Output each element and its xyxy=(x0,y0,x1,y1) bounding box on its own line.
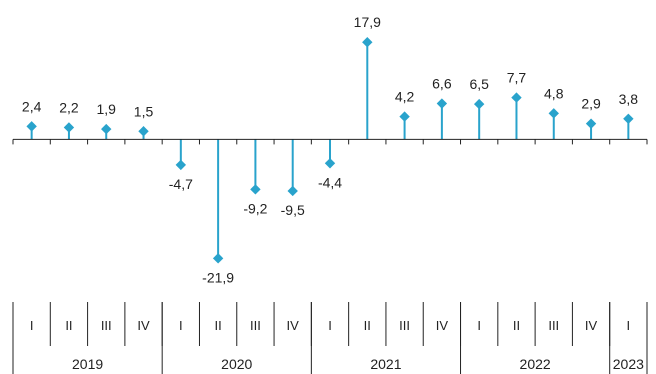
quarter-label-10: II xyxy=(364,318,371,333)
quarter-label-12: IV xyxy=(436,318,449,333)
value-label-14: 7,7 xyxy=(507,70,527,86)
markers-group xyxy=(26,37,634,264)
value-label-6: -21,9 xyxy=(202,269,234,285)
marker-10 xyxy=(362,37,373,48)
quarter-label-15: III xyxy=(548,318,559,333)
quarter-label-3: III xyxy=(101,318,112,333)
value-labels-group: 2,4 2,2 1,9 1,5 -4,7 -21,9 -9,2 -9,5 -4,4 17,9 4,2… xyxy=(22,14,638,285)
zero-axis-group xyxy=(12,138,648,145)
quarter-label-6: II xyxy=(215,318,222,333)
value-label-4: 1,5 xyxy=(134,103,154,119)
value-label-13: 6,5 xyxy=(469,76,489,92)
marker-7 xyxy=(250,184,261,195)
year-label-2019: 2019 xyxy=(72,356,103,372)
year-label-2021: 2021 xyxy=(370,356,401,372)
year-label-2022: 2022 xyxy=(520,356,551,372)
marker-17 xyxy=(623,113,634,124)
marker-9 xyxy=(324,158,336,169)
quarter-label-9: I xyxy=(328,318,332,333)
value-label-11: 4,2 xyxy=(395,89,415,105)
year-label-2020: 2020 xyxy=(221,356,252,372)
quarter-label-8: IV xyxy=(287,318,300,333)
marker-2 xyxy=(63,122,75,133)
year-label-2023: 2023 xyxy=(613,356,644,372)
value-label-3: 1,9 xyxy=(97,101,117,117)
value-label-15: 4,8 xyxy=(544,85,564,101)
marker-4 xyxy=(138,126,149,137)
quarter-label-4: IV xyxy=(137,318,150,333)
value-label-9: -4,4 xyxy=(318,174,342,190)
marker-3 xyxy=(101,123,112,135)
quarter-label-1: I xyxy=(30,318,34,333)
marker-13 xyxy=(473,98,485,110)
marker-12 xyxy=(436,98,448,109)
value-label-2: 2,2 xyxy=(59,99,79,115)
quarter-label-14: II xyxy=(513,318,520,333)
quarter-label-7: III xyxy=(250,318,261,333)
stems-group xyxy=(30,42,630,259)
marker-6 xyxy=(212,253,224,264)
value-label-10: 17,9 xyxy=(354,14,381,30)
quarter-label-11: III xyxy=(399,318,410,333)
marker-16 xyxy=(585,118,597,129)
value-label-17: 3,8 xyxy=(619,91,639,107)
marker-8 xyxy=(287,185,298,197)
value-label-12: 6,6 xyxy=(432,76,452,92)
value-label-1: 2,4 xyxy=(22,98,42,114)
quarter-label-13: I xyxy=(477,318,481,333)
marker-14 xyxy=(511,92,522,103)
quarter-label-2: II xyxy=(65,318,72,333)
value-label-5: -4,7 xyxy=(169,176,193,192)
value-label-7: -9,2 xyxy=(243,200,267,216)
marker-5 xyxy=(175,159,187,171)
marker-11 xyxy=(399,111,410,122)
quarter-label-16: IV xyxy=(585,318,598,333)
marker-15 xyxy=(548,108,559,119)
quarter-label-17: I xyxy=(627,318,631,333)
value-label-8: -9,5 xyxy=(281,202,305,218)
marker-1 xyxy=(26,121,37,132)
value-label-16: 2,9 xyxy=(581,96,601,112)
quarter-label-5: I xyxy=(179,318,183,333)
